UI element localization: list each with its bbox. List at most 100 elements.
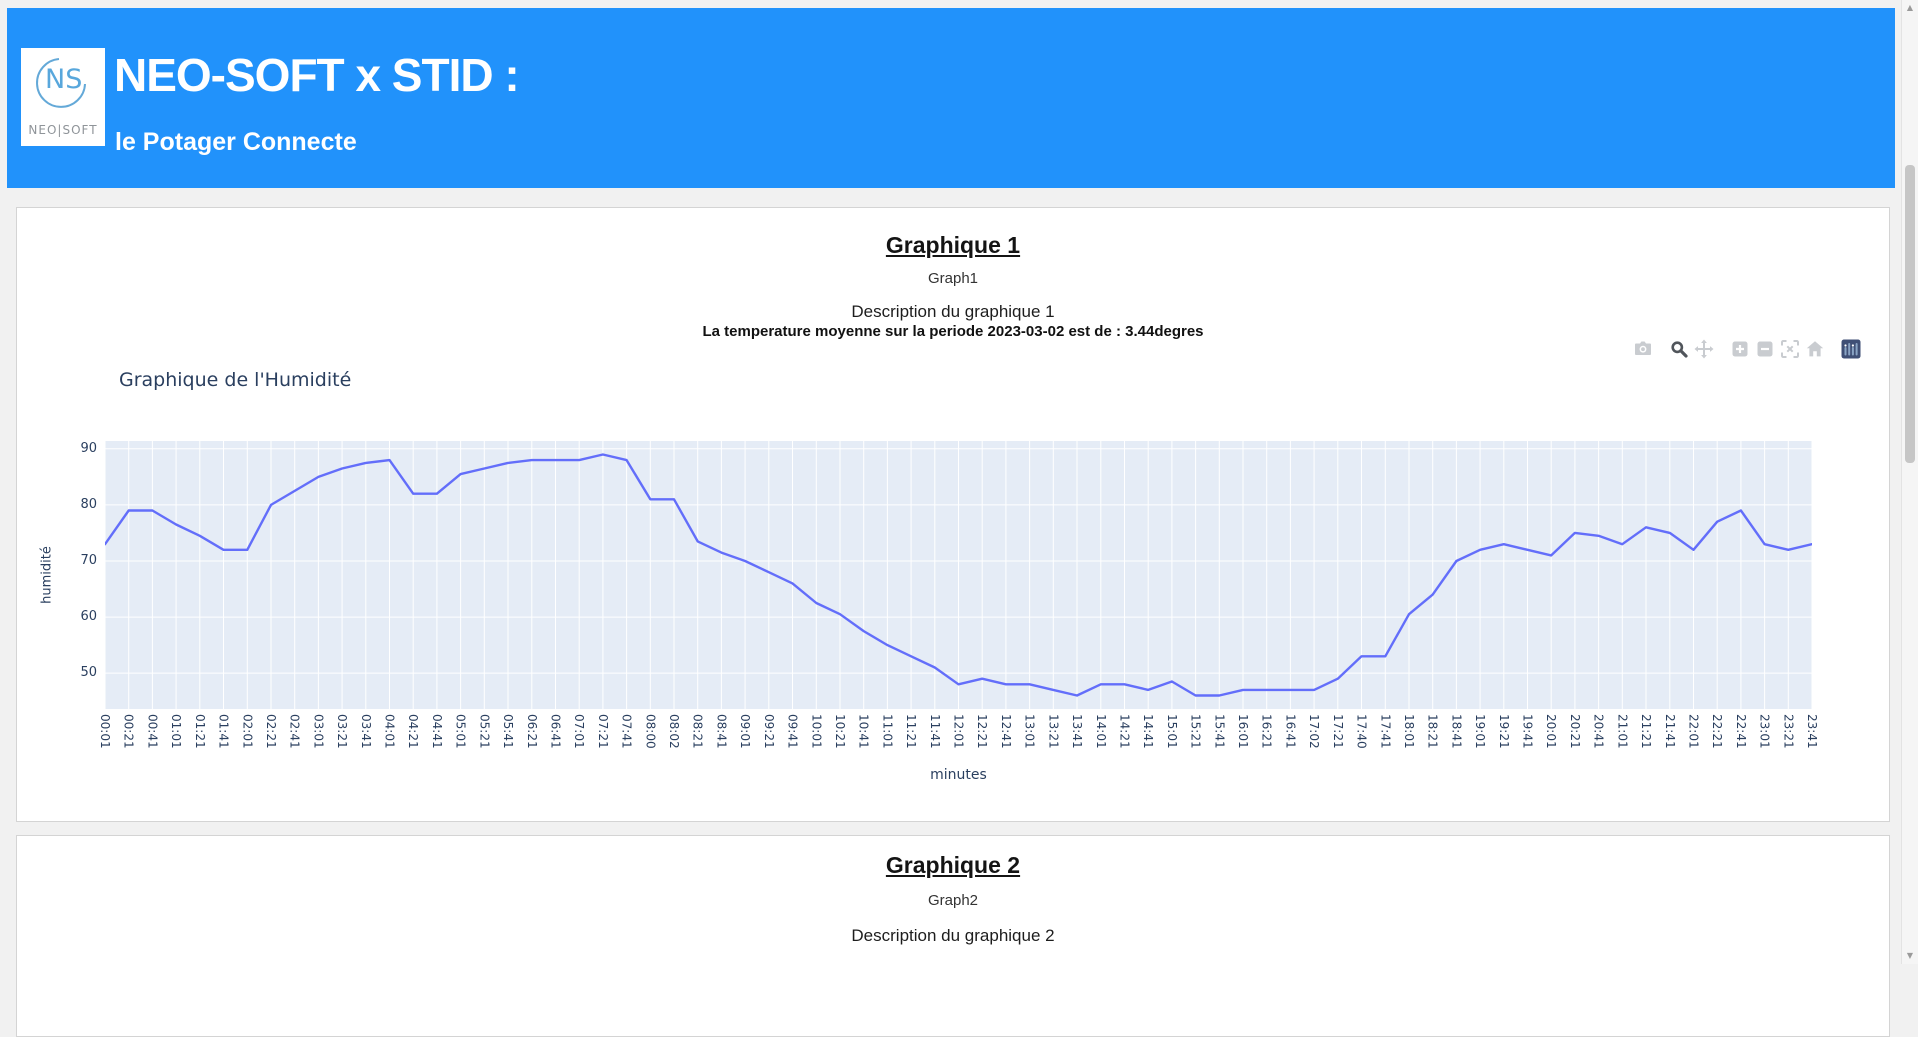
- x-tick-label: 14:01: [1093, 714, 1108, 749]
- x-tick-label: 01:01: [169, 714, 184, 749]
- x-tick-label: 16:41: [1283, 714, 1298, 749]
- y-tick-label: 90: [80, 440, 97, 456]
- y-tick-label: 70: [80, 552, 97, 568]
- x-tick-label: 04:41: [429, 714, 444, 749]
- plotly-modebar: [1628, 338, 1861, 360]
- x-tick-label: 22:21: [1710, 714, 1725, 749]
- x-tick-label: 04:01: [382, 714, 397, 749]
- x-tick-label: 12:21: [975, 714, 990, 749]
- x-tick-label: 06:41: [548, 714, 563, 749]
- logo-wordmark: NEO|SOFT: [28, 123, 98, 137]
- vertical-scrollbar[interactable]: ▲ ▼: [1901, 0, 1918, 964]
- x-tick-label: 12:01: [951, 714, 966, 749]
- x-tick-label: 13:21: [1046, 714, 1061, 749]
- graph1-stat-line: La temperature moyenne sur la periode 20…: [702, 323, 1204, 340]
- neosoft-logo: NS NEO|SOFT: [21, 48, 105, 146]
- camera-icon[interactable]: [1633, 339, 1653, 359]
- x-tick-label: 14:41: [1141, 714, 1156, 749]
- x-tick-label: 11:21: [904, 714, 919, 749]
- graph1-description: Description du graphique 1: [851, 302, 1055, 321]
- graph2-description: Description du graphique 2: [851, 926, 1055, 945]
- x-tick-label: 19:41: [1520, 714, 1535, 749]
- x-axis-title: minutes: [930, 767, 987, 783]
- x-tick-label: 20:21: [1567, 714, 1582, 749]
- x-tick-label: 05:21: [477, 714, 492, 749]
- x-tick-label: 09:21: [761, 714, 776, 749]
- x-tick-label: 03:21: [335, 714, 350, 749]
- x-tick-label: 18:01: [1401, 714, 1416, 749]
- x-tick-label: 11:41: [927, 714, 942, 749]
- x-tick-label: 04:21: [406, 714, 421, 749]
- x-tick-label: 22:41: [1733, 714, 1748, 749]
- x-tick-label: 14:21: [1117, 714, 1132, 749]
- x-tick-label: 02:41: [287, 714, 302, 749]
- graph2-card: Graphique 2 Graph2 Description du graphi…: [16, 835, 1890, 1037]
- scroll-up-icon[interactable]: ▲: [1906, 3, 1914, 12]
- x-tick-label: 08:02: [667, 714, 681, 749]
- x-tick-label: 05:41: [501, 714, 516, 749]
- x-tick-label: 20:41: [1591, 714, 1606, 749]
- x-tick-label: 19:21: [1496, 714, 1511, 749]
- x-tick-label: 16:21: [1259, 714, 1274, 749]
- x-tick-label: 07:21: [595, 714, 610, 749]
- zoom-icon[interactable]: [1669, 339, 1689, 359]
- x-tick-label: 15:01: [1164, 714, 1179, 749]
- graph2-title: Graphique 2: [885, 852, 1021, 878]
- x-tick-label: 23:21: [1781, 714, 1796, 749]
- x-tick-label: 10:01: [809, 714, 824, 749]
- humidity-plot[interactable]: [105, 441, 1812, 709]
- x-tick-label: 17:21: [1330, 714, 1345, 749]
- x-tick-label: 05:01: [453, 714, 468, 749]
- x-tick-label: 15:41: [1212, 714, 1227, 749]
- x-tick-label: 22:01: [1686, 714, 1701, 749]
- plotly-logo-icon[interactable]: [1841, 339, 1861, 359]
- x-tick-label: 16:01: [1236, 714, 1250, 749]
- graph1-card: Graphique 1 Graph1 Description du graphi…: [16, 207, 1890, 822]
- x-tick-label: 09:41: [785, 714, 800, 749]
- graph1-subtitle: Graph1: [927, 270, 979, 287]
- x-tick-label: 12:41: [998, 714, 1013, 749]
- x-tick-label: 18:21: [1425, 714, 1440, 749]
- x-tick-label: 00:41: [145, 714, 160, 749]
- zoom-in-icon[interactable]: [1730, 339, 1750, 359]
- page-subtitle: le Potager Connecte: [115, 128, 357, 156]
- zoom-out-icon[interactable]: [1755, 339, 1775, 359]
- x-tick-label: 11:01: [880, 714, 895, 749]
- pan-icon[interactable]: [1694, 339, 1714, 359]
- scrollbar-thumb[interactable]: [1905, 165, 1915, 463]
- x-tick-label: 08:41: [714, 714, 729, 749]
- x-tick-label: 15:21: [1188, 714, 1203, 749]
- x-tick-label: 01:21: [192, 714, 207, 749]
- x-tick-label: 00:01: [98, 714, 112, 749]
- x-tick-label: 21:41: [1662, 714, 1677, 749]
- logo-arc-icon: [36, 58, 86, 108]
- x-tick-label: 13:41: [1070, 714, 1085, 749]
- reset-home-icon[interactable]: [1805, 339, 1825, 359]
- logo-monogram: NS: [45, 64, 83, 95]
- x-tick-label: 23:01: [1757, 714, 1772, 749]
- scroll-down-icon[interactable]: ▼: [1906, 951, 1914, 960]
- x-tick-label: 08:00: [643, 714, 658, 749]
- x-tick-label: 20:01: [1544, 714, 1559, 749]
- app-header: NS NEO|SOFT NEO-SOFT x STID : le Potager…: [7, 8, 1895, 188]
- x-tick-label: 23:41: [1805, 714, 1819, 749]
- x-tick-label: 07:01: [572, 714, 587, 749]
- x-tick-label: 02:01: [240, 714, 255, 749]
- x-tick-label: 18:41: [1449, 714, 1464, 749]
- page-title: NEO-SOFT x STID :: [114, 49, 520, 101]
- chart-title: Graphique de l'Humidité: [119, 369, 352, 391]
- autoscale-icon[interactable]: [1780, 339, 1800, 359]
- x-tick-label: 03:01: [311, 714, 326, 749]
- x-tick-label: 06:21: [524, 714, 539, 749]
- x-tick-label: 07:41: [619, 714, 634, 749]
- x-tick-label: 08:21: [690, 714, 705, 749]
- y-tick-label: 60: [80, 609, 97, 625]
- x-tick-label: 02:21: [263, 714, 278, 749]
- x-tick-label: 19:01: [1473, 714, 1488, 749]
- y-tick-label: 80: [80, 496, 97, 512]
- x-tick-label: 21:21: [1639, 714, 1654, 749]
- x-tick-label: 00:21: [121, 714, 136, 749]
- x-tick-label: 10:41: [856, 714, 871, 749]
- graph1-title: Graphique 1: [885, 232, 1021, 258]
- x-tick-label: 03:41: [358, 714, 373, 749]
